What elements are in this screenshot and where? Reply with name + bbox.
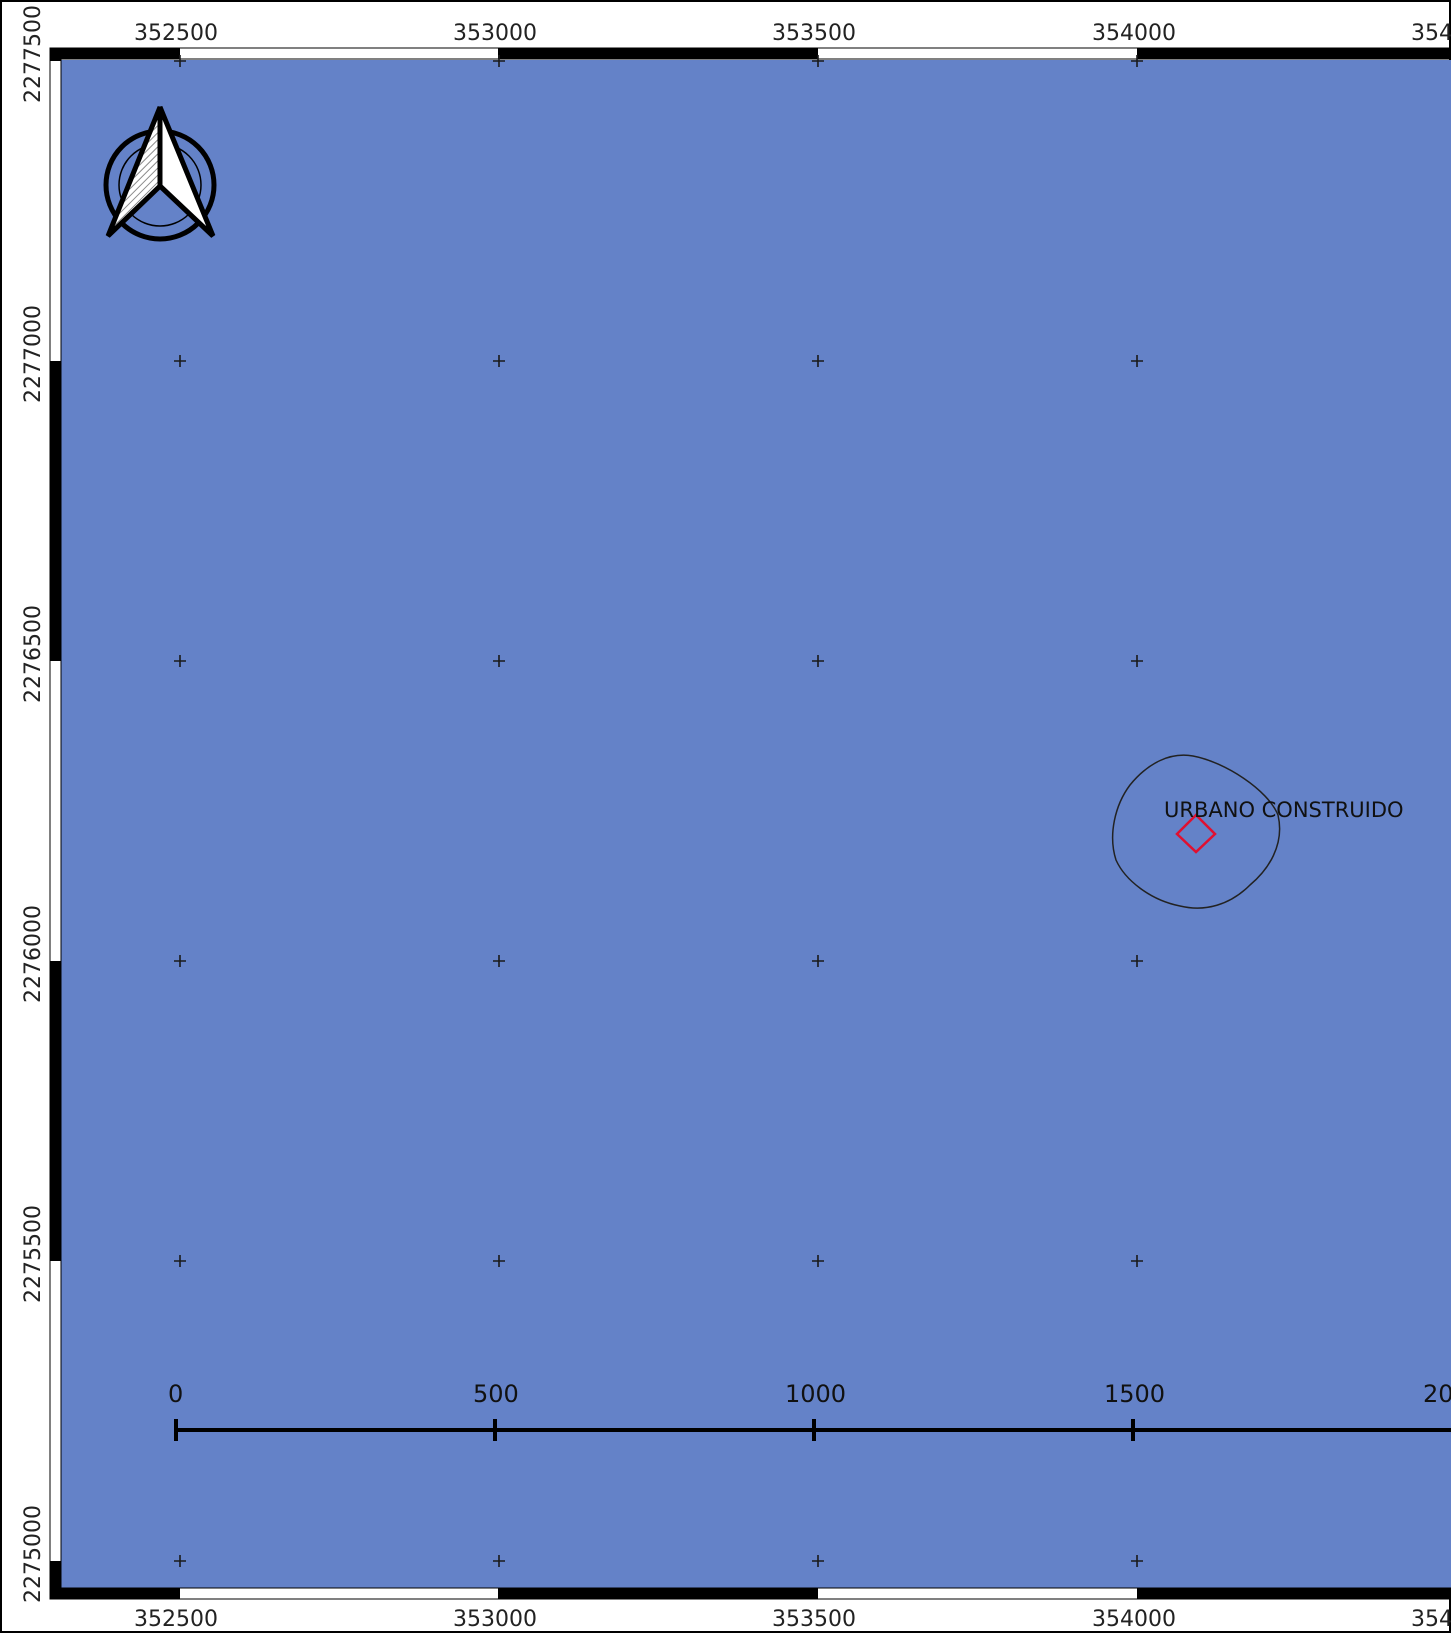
map-area[interactable] bbox=[61, 60, 1451, 1588]
top-tick-label: 353000 bbox=[453, 21, 537, 46]
bottom-tick-label: 353500 bbox=[772, 1607, 856, 1632]
bottom-tick-label: 353000 bbox=[453, 1607, 537, 1632]
left-coordinate-labels: 2277500 2277000 2276500 2276000 2275500 … bbox=[21, 5, 46, 1603]
scale-label: 1000 bbox=[785, 1380, 846, 1408]
grid-cross bbox=[493, 955, 505, 967]
top-tick-label: 354 bbox=[1411, 21, 1451, 46]
grid-cross bbox=[1131, 655, 1143, 667]
left-tick-label: 2276000 bbox=[21, 905, 46, 1003]
scale-label: 20 bbox=[1423, 1380, 1451, 1408]
grid-cross bbox=[812, 955, 824, 967]
grid-cross bbox=[812, 1555, 824, 1567]
grid-cross bbox=[493, 1255, 505, 1267]
grid-cross bbox=[174, 1255, 186, 1267]
top-tick-label: 353500 bbox=[772, 21, 856, 46]
grid-cross bbox=[1131, 355, 1143, 367]
grid-cross bbox=[174, 955, 186, 967]
grid-cross bbox=[174, 55, 186, 67]
grid-cross bbox=[174, 655, 186, 667]
grid-cross bbox=[1131, 1555, 1143, 1567]
scale-label: 500 bbox=[473, 1380, 519, 1408]
bottom-tick-label: 354 bbox=[1411, 1607, 1451, 1632]
grid-crosses bbox=[174, 55, 1143, 1567]
feature-label: URBANO CONSTRUIDO bbox=[1164, 798, 1404, 822]
north-arrow-icon bbox=[103, 106, 217, 242]
left-tick-label: 2277500 bbox=[21, 5, 46, 103]
grid-cross bbox=[493, 355, 505, 367]
top-tick-label: 354000 bbox=[1092, 21, 1176, 46]
urban-buffer-outline bbox=[1111, 754, 1281, 909]
map-frame bbox=[49, 47, 1451, 1600]
grid-cross bbox=[174, 355, 186, 367]
left-tick-label: 2276500 bbox=[21, 605, 46, 703]
grid-cross bbox=[493, 655, 505, 667]
scale-label: 0 bbox=[168, 1380, 183, 1408]
grid-cross bbox=[812, 655, 824, 667]
grid-cross bbox=[1131, 1255, 1143, 1267]
grid-cross bbox=[493, 55, 505, 67]
bottom-tick-label: 352500 bbox=[134, 1607, 218, 1632]
top-coordinate-labels: 352500 353000 353500 354000 354 bbox=[134, 21, 1451, 46]
scale-label: 1500 bbox=[1104, 1380, 1165, 1408]
left-tick-label: 2277000 bbox=[21, 305, 46, 403]
top-tick-label: 352500 bbox=[134, 21, 218, 46]
left-tick-label: 2275500 bbox=[21, 1205, 46, 1303]
bottom-tick-label: 354000 bbox=[1092, 1607, 1176, 1632]
scale-bar: 0 500 1000 1500 20 bbox=[168, 1380, 1451, 1441]
grid-cross bbox=[174, 1555, 186, 1567]
grid-cross bbox=[812, 55, 824, 67]
left-tick-label: 2275000 bbox=[21, 1505, 46, 1603]
bottom-coordinate-labels: 352500 353000 353500 354000 354 bbox=[134, 1607, 1451, 1632]
grid-cross bbox=[493, 1555, 505, 1567]
urban-marker bbox=[1175, 813, 1217, 854]
grid-cross bbox=[812, 1255, 824, 1267]
grid-cross bbox=[1131, 55, 1143, 67]
grid-cross bbox=[812, 355, 824, 367]
urban-feature[interactable]: URBANO CONSTRUIDO bbox=[1111, 754, 1404, 909]
grid-cross bbox=[1131, 955, 1143, 967]
